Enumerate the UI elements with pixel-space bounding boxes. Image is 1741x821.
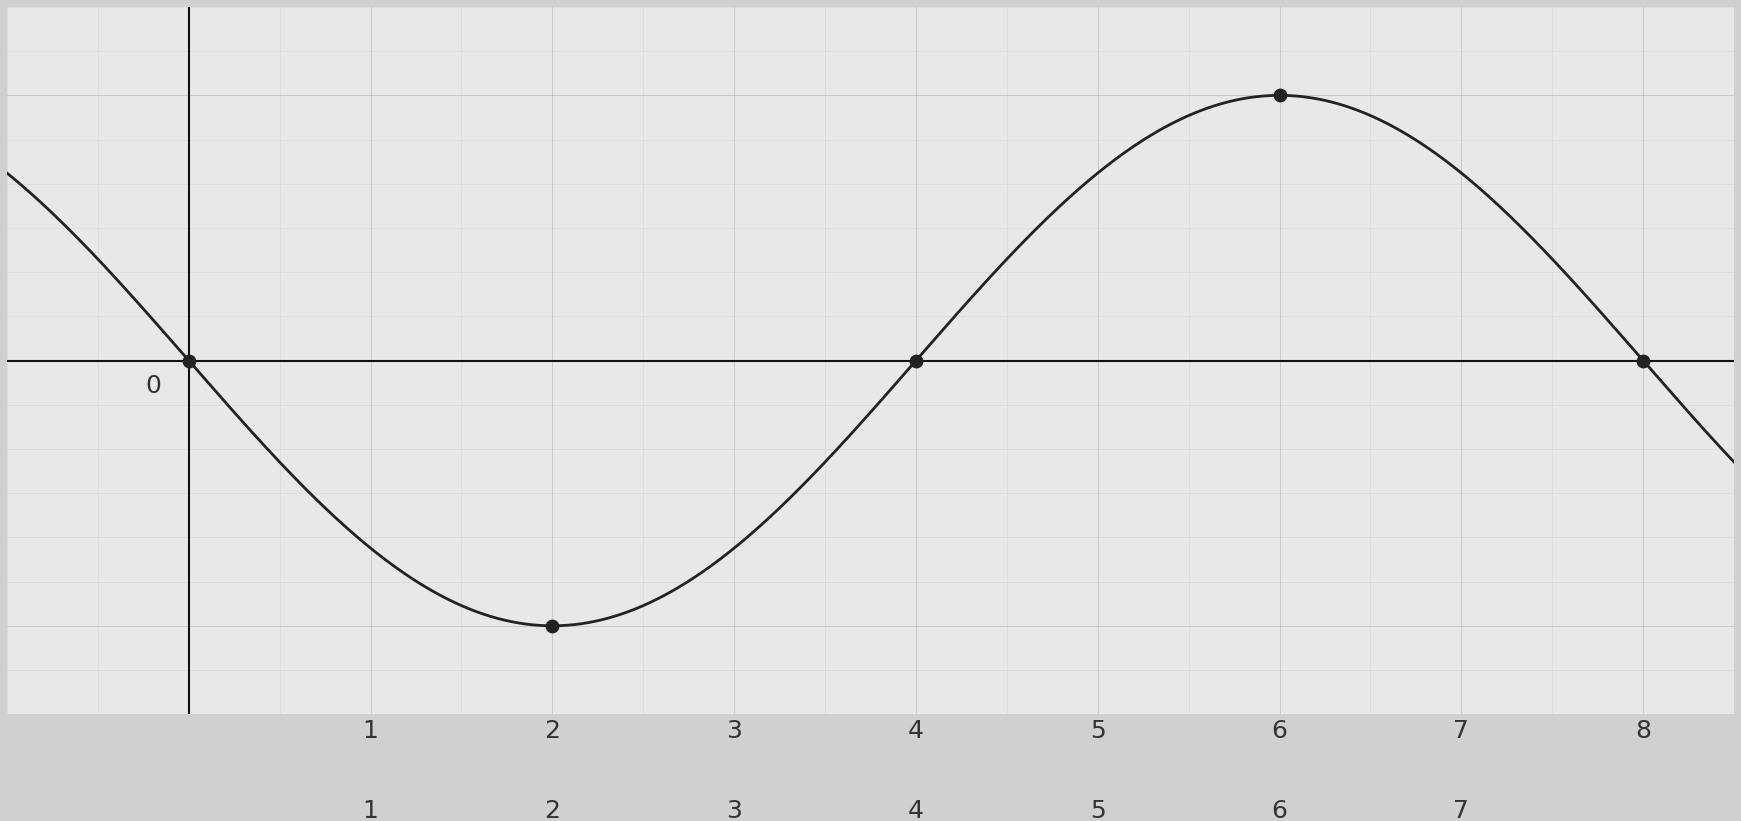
Text: 3: 3 xyxy=(726,799,742,821)
Point xyxy=(902,354,930,367)
Text: 6: 6 xyxy=(1271,799,1288,821)
Point xyxy=(1630,354,1657,367)
Text: 2: 2 xyxy=(545,799,561,821)
Text: 1: 1 xyxy=(362,799,378,821)
Text: 0: 0 xyxy=(146,374,162,398)
Text: 7: 7 xyxy=(1454,799,1469,821)
Text: 5: 5 xyxy=(1090,799,1106,821)
Point xyxy=(174,354,202,367)
Point xyxy=(538,619,566,632)
Point xyxy=(1266,89,1294,102)
Text: 4: 4 xyxy=(909,799,924,821)
